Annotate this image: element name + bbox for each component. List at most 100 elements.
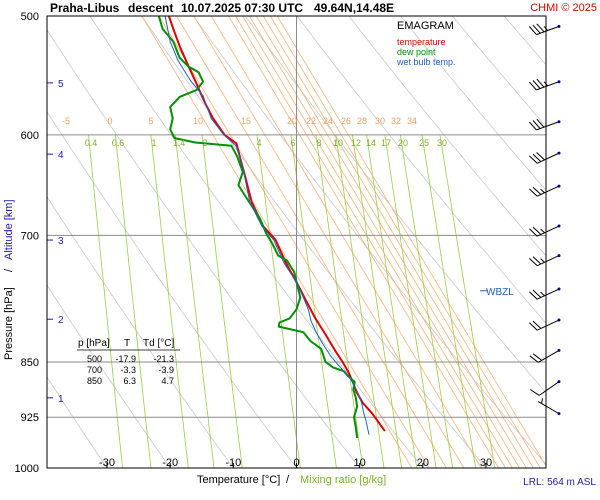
legend-title: EMAGRAM (397, 20, 454, 32)
launch-elevation-text: LRL: 564 m ASL (523, 477, 596, 488)
table-header-pressure: p [hPa] (78, 338, 110, 349)
wind-barb-feather (528, 121, 537, 131)
pressure-tick-label: 600 (21, 130, 39, 142)
mixing-ratio-label: 10 (333, 138, 343, 148)
x-tick-label: 20 (417, 457, 429, 469)
header-station: Praha-Libus (50, 1, 120, 15)
table-row-3-p: 850 (87, 376, 102, 386)
wind-barb-feather (532, 80, 541, 89)
table-row-2-p: 700 (87, 365, 102, 375)
isotherm-line (235, 16, 506, 468)
dry-adiabat-line (47, 284, 171, 468)
wind-barb-half-feather (541, 398, 543, 404)
grid-labels: WBZL-5 0 5 10 15 20 22 24 26 28 30 32 340.4 0.6 1 1.4 2 4… (15, 11, 515, 475)
pressure-tick-label: 850 (21, 357, 39, 369)
legend-item-dew-point: dew point (397, 47, 436, 57)
header-datetime: 10.07.2025 07:30 UTC (181, 1, 303, 15)
isotherm-label: 30 (375, 116, 385, 126)
wind-barb (529, 287, 561, 300)
dry-adiabat-line (400, 16, 546, 191)
pressure-tick-label: 500 (21, 11, 39, 23)
wind-barb-feather (530, 389, 540, 396)
isotherm-label: 24 (323, 116, 333, 126)
wind-barb-feather (532, 24, 541, 34)
mixing-ratio-label: 2 (202, 138, 207, 148)
wind-barb-feather (532, 153, 542, 162)
x-tick-label: -20 (162, 457, 178, 469)
wind-barb-feather (532, 186, 542, 195)
wet-bulb-line (164, 16, 370, 435)
mixing-ratio-label: 8 (316, 138, 321, 148)
mixing-ratio-line (335, 134, 385, 468)
pressure-tick-label: 1000 (15, 463, 39, 475)
mixing-ratio-line (290, 134, 337, 468)
mixing-ratio-line (366, 134, 418, 468)
table-row-3-t: 6.3 (123, 376, 136, 386)
mixing-ratio-line (115, 134, 152, 468)
mixing-ratio-label: 20 (398, 138, 408, 148)
wind-barb (528, 23, 561, 36)
isotherm-label: -5 (62, 116, 70, 126)
wind-barb (529, 318, 561, 331)
table-row-2-t: -3.3 (120, 365, 136, 375)
mixing-ratio-label: 1 (151, 138, 156, 148)
wind-barb-feather (529, 155, 538, 164)
dry-adiabat-line (244, 16, 546, 394)
pressure-tick-label: 925 (21, 412, 39, 424)
plot-frame (46, 15, 547, 469)
wind-barb-feather (529, 291, 538, 300)
x-axis-label-separator: / (286, 474, 290, 486)
wind-barb (529, 184, 561, 197)
x-tick-label: -30 (99, 457, 115, 469)
dry-adiabat-line (296, 16, 546, 324)
altitude-tick-label: 4 (58, 150, 64, 161)
mixing-ratio-label: 0.6 (112, 138, 125, 148)
mixing-ratio-label: 25 (419, 138, 429, 148)
wind-barb (528, 78, 561, 91)
wind-barb-feather (529, 355, 539, 363)
isotherm-label: 28 (357, 116, 367, 126)
wind-barb (530, 380, 561, 396)
wind-barb (529, 254, 561, 267)
wind-barb-half-feather (540, 258, 545, 263)
dry-adiabat-line (89, 16, 424, 468)
profile-curves (157, 16, 386, 439)
mixing-ratio-label: 6 (290, 138, 295, 148)
isotherm-label: 15 (241, 116, 251, 126)
isotherm-line (262, 16, 534, 468)
mixing-ratio-label: 14 (366, 138, 376, 148)
wind-barb-feather (532, 289, 542, 298)
wind-barb (528, 118, 561, 131)
isotherm-line (242, 16, 513, 468)
wind-barb-feather (532, 120, 541, 129)
legend: EMAGRAM temperature dew point wet bulb t… (396, 20, 456, 67)
isotherm-line (269, 16, 541, 468)
wind-barb-feather (529, 322, 538, 331)
wind-barb-feather (529, 258, 538, 267)
legend-item-temperature: temperature (397, 37, 446, 47)
legend-item-wet-bulb: wet bulb temp. (396, 57, 456, 67)
wind-barb-feather (529, 228, 538, 237)
table-header-temperature: T (124, 338, 130, 349)
wind-barb-feather (528, 81, 537, 91)
mixing-ratio-label: 12 (351, 138, 361, 148)
mixing-ratio-line (400, 134, 454, 468)
mixing-ratio-label: 17 (381, 138, 391, 148)
mixing-ratio-line (384, 134, 437, 468)
x-tick-label: 30 (480, 457, 492, 469)
y-axis-label-separator: / (3, 268, 15, 272)
isotherm-label: 5 (148, 116, 153, 126)
dry-adiabat-line (193, 16, 546, 465)
table-row-1-p: 500 (87, 354, 102, 364)
isotherm-label: 34 (407, 116, 417, 126)
x-tick-label: -10 (225, 457, 241, 469)
mixing-ratio-line (256, 134, 301, 468)
dry-adiabat-line (141, 16, 487, 468)
dew-point-line (157, 16, 359, 439)
wind-barb-feather (529, 188, 538, 197)
x-tick-label: 0 (293, 457, 299, 469)
isotherm-line (210, 16, 482, 468)
isotherm-line (193, 16, 465, 468)
isotherm-label: 0 (107, 116, 112, 126)
